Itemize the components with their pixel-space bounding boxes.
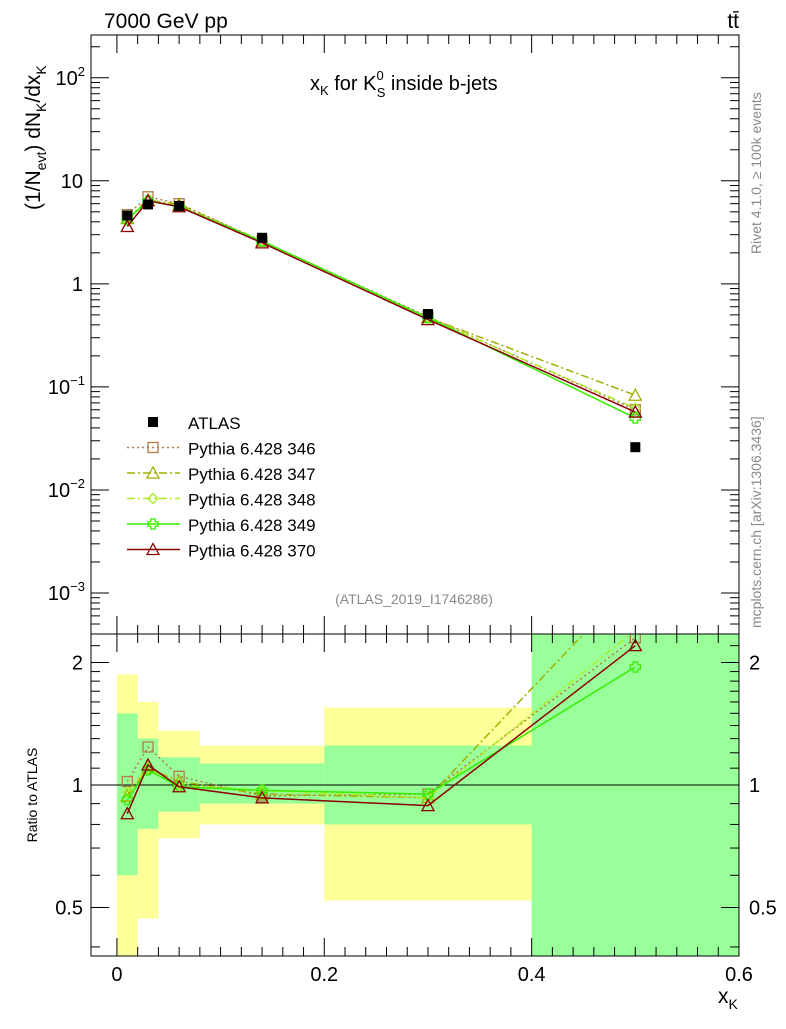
ratio-uncertainty-bands bbox=[116, 634, 739, 956]
atlas-data-point bbox=[122, 210, 133, 221]
ratio-line-5 bbox=[126, 645, 636, 815]
legend-label-5: Pythia 6.428 370 bbox=[188, 542, 316, 561]
ratio-y-tick-label: 1 bbox=[72, 775, 83, 797]
legend-atlas-label: ATLAS bbox=[188, 414, 241, 433]
legend-marker-4 bbox=[147, 518, 159, 530]
title-x-sub: K bbox=[320, 83, 329, 98]
ratio-line-3 bbox=[126, 634, 632, 799]
ratio-y-tick-label-right: 2 bbox=[749, 653, 760, 675]
atlas-data-point bbox=[143, 199, 154, 210]
ratio-5-point bbox=[120, 806, 135, 820]
main-y-tick-label: 10−2 bbox=[48, 476, 85, 502]
ratio-band-green bbox=[199, 763, 325, 804]
title-x: x bbox=[310, 73, 320, 95]
legend-label-3: Pythia 6.428 348 bbox=[188, 491, 316, 510]
series-line-4 bbox=[126, 199, 636, 419]
title-tail: inside b-jets bbox=[385, 73, 497, 95]
ratio-3-point bbox=[173, 779, 186, 791]
title-mid: for K bbox=[329, 73, 377, 95]
atlas-data-point bbox=[630, 442, 641, 453]
legend-marker-3 bbox=[147, 492, 159, 505]
ratio-2-point bbox=[254, 786, 270, 800]
ratio-5-point bbox=[628, 638, 643, 652]
series-5-point bbox=[120, 219, 135, 233]
ratio-3-point bbox=[121, 786, 134, 799]
analysis-label: (ATLAS_2019_I1746286) bbox=[335, 591, 493, 607]
x-tick-label: 0.2 bbox=[310, 964, 338, 986]
atlas-data-point bbox=[422, 308, 433, 319]
legend-label-1: Pythia 6.428 346 bbox=[188, 440, 316, 459]
ratio-y-tick-label-right: 1 bbox=[749, 775, 760, 797]
atlas-data-group bbox=[122, 199, 641, 453]
ratio-line-1 bbox=[126, 637, 636, 797]
ratio-5-point bbox=[420, 798, 436, 812]
legend-label-4: Pythia 6.428 349 bbox=[188, 516, 316, 535]
legend: ATLAS Pythia 6.428 346 Pythia 6.428 347 Pyt… bbox=[127, 414, 316, 561]
ratio-5-point bbox=[140, 757, 156, 771]
title-sub2: S bbox=[377, 85, 386, 100]
mcplots-label: mcplots.cern.ch [arXiv:1306.3436] bbox=[748, 416, 764, 628]
x-tick-label: 0 bbox=[111, 964, 122, 986]
ratio-4-point bbox=[121, 794, 133, 806]
ratio-y-tick-label-right: 0.5 bbox=[749, 897, 777, 919]
ratio-y-tick-label: 2 bbox=[72, 653, 83, 675]
ratio-axes: 0.5 0.5 1 1 2 2 0 0.2 0.4 0.6 bbox=[55, 634, 777, 986]
legend-marker-2 bbox=[145, 465, 161, 479]
ratio-band-green bbox=[137, 738, 159, 829]
main-y-axis-title: (1/Nevt) dNK/dxK bbox=[22, 65, 49, 210]
ratio-4-point bbox=[629, 661, 641, 673]
ratio-y-axis-title: Ratio to ATLAS bbox=[24, 748, 40, 843]
legend-label-2: Pythia 6.428 347 bbox=[188, 465, 316, 484]
series-2-point bbox=[628, 387, 643, 401]
rivet-label: Rivet 4.1.0, ≥ 100k events bbox=[748, 92, 764, 254]
ratio-5-point bbox=[172, 779, 187, 793]
header-left: 7000 GeV pp bbox=[104, 10, 228, 33]
ratio-band-green bbox=[531, 634, 739, 956]
series-5-point bbox=[628, 404, 643, 418]
ratio-1-point bbox=[142, 741, 154, 753]
plot-title: xK for K0 S inside b-jets bbox=[310, 68, 498, 100]
ratio-4-point bbox=[422, 788, 434, 800]
main-y-tick-label: 10−3 bbox=[48, 579, 85, 605]
x-tick-label: 0.6 bbox=[725, 964, 753, 986]
ratio-5-point bbox=[254, 790, 270, 804]
legend-atlas-marker bbox=[148, 417, 158, 427]
main-y-tick-label: 1 bbox=[72, 274, 83, 296]
atlas-data-point bbox=[174, 200, 185, 211]
main-y-tick-label: 10−1 bbox=[48, 373, 85, 399]
x-axis-title: xK bbox=[718, 985, 739, 1012]
ratio-series-clipped bbox=[120, 634, 643, 820]
header-right: tt̄ bbox=[727, 10, 739, 33]
x-tick-label: 0.4 bbox=[518, 964, 546, 986]
ratio-series-group bbox=[120, 634, 643, 820]
series-line-3 bbox=[126, 199, 636, 409]
main-series-group bbox=[120, 191, 643, 424]
main-axes: 10−3 10−2 10−1 1 10 102 bbox=[48, 35, 740, 635]
atlas-data-point bbox=[257, 232, 268, 243]
title-sup: 0 bbox=[376, 68, 383, 83]
main-y-tick-label: 102 bbox=[56, 64, 85, 90]
main-y-tick-label: 10 bbox=[61, 171, 83, 193]
legend-marker-1 bbox=[147, 441, 159, 454]
ratio-panel-frame bbox=[90, 633, 740, 957]
legend-marker-5 bbox=[145, 542, 161, 556]
ratio-y-tick-label: 0.5 bbox=[55, 897, 83, 919]
series-5-point bbox=[420, 312, 436, 326]
